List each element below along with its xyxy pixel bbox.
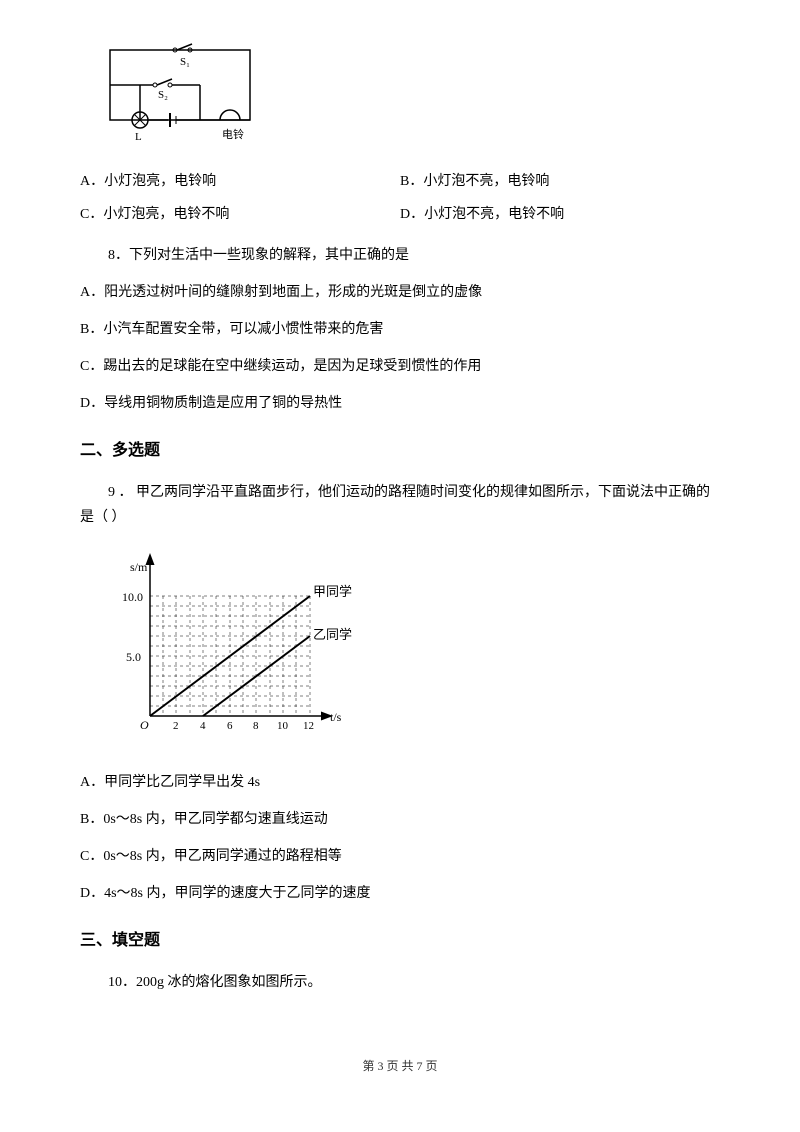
- xlabel: t/s: [330, 710, 342, 724]
- q9-option-b: B．0s～8s 内，甲乙同学都匀速直线运动: [80, 807, 720, 832]
- q7-option-c: C．小灯泡亮，电铃不响: [80, 202, 400, 227]
- s1-label: S₁: [180, 56, 190, 68]
- q10-stem: 10．200g 冰的熔化图象如图所示。: [80, 970, 720, 995]
- q8-option-c: C．踢出去的足球能在空中继续运动，是因为足球受到惯性的作用: [80, 354, 720, 379]
- q7-option-d: D．小灯泡不亮，电铃不响: [400, 202, 720, 227]
- section2-title: 二、多选题: [80, 437, 720, 466]
- q8-option-d: D．导线用铜物质制造是应用了铜的导热性: [80, 391, 720, 416]
- q7-option-b: B．小灯泡不亮，电铃响: [400, 169, 720, 194]
- l-label: L: [135, 131, 142, 140]
- q9-option-c: C．0s～8s 内，甲乙两同学通过的路程相等: [80, 844, 720, 869]
- svg-text:10: 10: [277, 720, 289, 732]
- svg-text:2: 2: [173, 720, 179, 732]
- svg-text:10.0: 10.0: [122, 590, 143, 604]
- q9-stem: 9 ． 甲乙两同学沿平直路面步行，他们运动的路程随时间变化的规律如图所示，下面说…: [80, 480, 720, 530]
- svg-text:5.0: 5.0: [126, 650, 141, 664]
- q9-option-a: A．甲同学比乙同学早出发 4s: [80, 770, 720, 795]
- bell-label: 电铃: [222, 127, 244, 140]
- page-footer: 第 3 页 共 7 页: [80, 1056, 720, 1078]
- section3-title: 三、填空题: [80, 927, 720, 956]
- svg-text:12: 12: [303, 720, 314, 732]
- svg-text:4: 4: [200, 720, 206, 732]
- q8-option-b: B．小汽车配置安全带，可以减小惯性带来的危害: [80, 317, 720, 342]
- yi-label: 乙同学: [313, 627, 352, 642]
- jia-label: 甲同学: [313, 584, 352, 599]
- q8-option-a: A．阳光透过树叶间的缝隙射到地面上，形成的光斑是倒立的虚像: [80, 280, 720, 305]
- svg-text:8: 8: [253, 720, 259, 732]
- q7-option-a: A．小灯泡亮，电铃响: [80, 169, 400, 194]
- q8-stem: 8．下列对生活中一些现象的解释，其中正确的是: [80, 243, 720, 268]
- q7-options: A．小灯泡亮，电铃响 B．小灯泡不亮，电铃响 C．小灯泡亮，电铃不响 D．小灯泡…: [80, 169, 720, 227]
- distance-time-graph: s/m 10.0 5.0 O 2 4 6 8 10 12 t/s 甲同学 乙同学: [120, 546, 720, 755]
- q9-option-d: D．4s～8s 内，甲同学的速度大于乙同学的速度: [80, 881, 720, 906]
- svg-text:6: 6: [227, 720, 233, 732]
- circuit-diagram: S₁ S₂ L 电铃: [100, 40, 720, 149]
- s2-label: S₂: [158, 89, 168, 101]
- ylabel: s/m: [130, 560, 148, 574]
- svg-text:O: O: [140, 718, 149, 732]
